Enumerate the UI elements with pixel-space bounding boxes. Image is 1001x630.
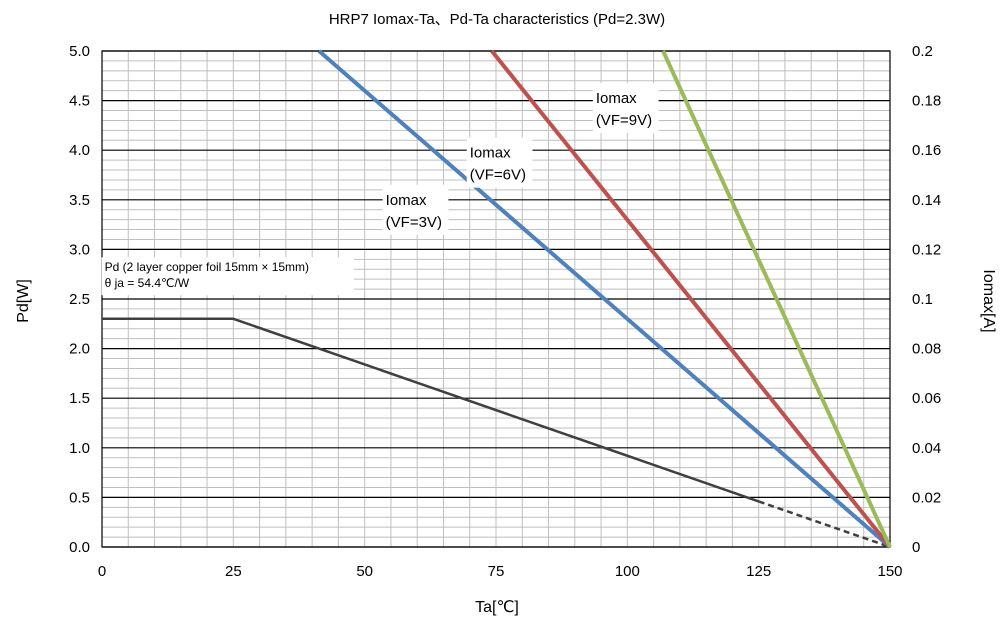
y-tick-label: 5.0 — [69, 43, 90, 60]
y-tick-label: 1.0 — [69, 440, 90, 457]
y-tick-label: 2.5 — [69, 291, 90, 308]
plot-frame — [101, 50, 891, 548]
annotation-bg-2 — [382, 184, 449, 235]
y2-tick-label: 0.14 — [912, 192, 941, 209]
annotation-text-1-1: (VF=6V) — [470, 167, 526, 184]
annotation-text-0-0: Iomax — [596, 90, 637, 107]
y-axis-title: Pd[W] — [15, 279, 32, 323]
y2-tick-label: 0.1 — [912, 291, 933, 308]
y2-tick-label: 0.2 — [912, 43, 933, 60]
series-line-2 — [490, 49, 892, 549]
x-tick-label: 100 — [615, 563, 640, 580]
x-tick-label: 25 — [225, 563, 242, 580]
x-tick-label: 50 — [356, 563, 373, 580]
series-line-3 — [661, 50, 892, 548]
y-tick-label: 0.0 — [69, 539, 90, 556]
y2-tick-label: 0.02 — [912, 489, 941, 506]
y-tick-label: 3.5 — [69, 192, 90, 209]
y-tick-label: 2.0 — [69, 341, 90, 358]
annotation-bg-0 — [592, 83, 659, 134]
annotation-text-1-0: Iomax — [470, 145, 511, 162]
x-tick-label: 125 — [746, 563, 771, 580]
x-tick-label: 150 — [877, 563, 902, 580]
y2-tick-label: 0.08 — [912, 341, 941, 358]
annotation-bg-3 — [101, 257, 354, 296]
series-line-0 — [102, 317, 760, 503]
annotation-text-2-1: (VF=3V) — [386, 214, 442, 231]
tick-labels: 0 25 50 75 100 125 150 0.0 0.5 1.0 1.5 2.0 2.5 3.0 3.5… — [69, 43, 941, 580]
annotations: Iomax (VF=9V) Iomax (VF=6V) Iomax (VF=3V) Pd (… — [101, 83, 659, 296]
annotation-text-0-1: (VF=9V) — [596, 112, 652, 129]
y2-tick-label: 0.12 — [912, 241, 941, 258]
annotation-text-2-0: Iomax — [386, 192, 427, 209]
y2-axis-title: Iomax[A] — [980, 269, 997, 332]
x-tick-label: 75 — [488, 563, 505, 580]
y-tick-label: 1.5 — [69, 390, 90, 407]
chart-title: HRP7 Iomax-Ta、Pd-Ta characteristics (Pd=… — [329, 11, 665, 28]
annotation-text-3-0: Pd (2 layer copper foil 15mm × 15mm) — [105, 260, 309, 274]
y2-tick-label: 0 — [912, 539, 920, 556]
series-line-1 — [317, 49, 892, 549]
y2-tick-label: 0.06 — [912, 390, 941, 407]
y2-tick-label: 0.18 — [912, 93, 941, 110]
y-tick-label: 3.0 — [69, 241, 90, 258]
x-tick-label: 0 — [98, 563, 106, 580]
y-tick-label: 4.0 — [69, 142, 90, 159]
series-line-dashed-0 — [758, 500, 891, 549]
annotation-text-3-1: θ ja = 54.4℃/W — [105, 276, 190, 290]
y-tick-label: 4.5 — [69, 93, 90, 110]
y-tick-label: 0.5 — [69, 489, 90, 506]
annotation-bg-1 — [466, 137, 533, 188]
x-axis-title: Ta[℃] — [475, 599, 519, 616]
y2-tick-label: 0.04 — [912, 440, 941, 457]
series-group — [102, 49, 892, 549]
y2-tick-label: 0.16 — [912, 142, 941, 159]
